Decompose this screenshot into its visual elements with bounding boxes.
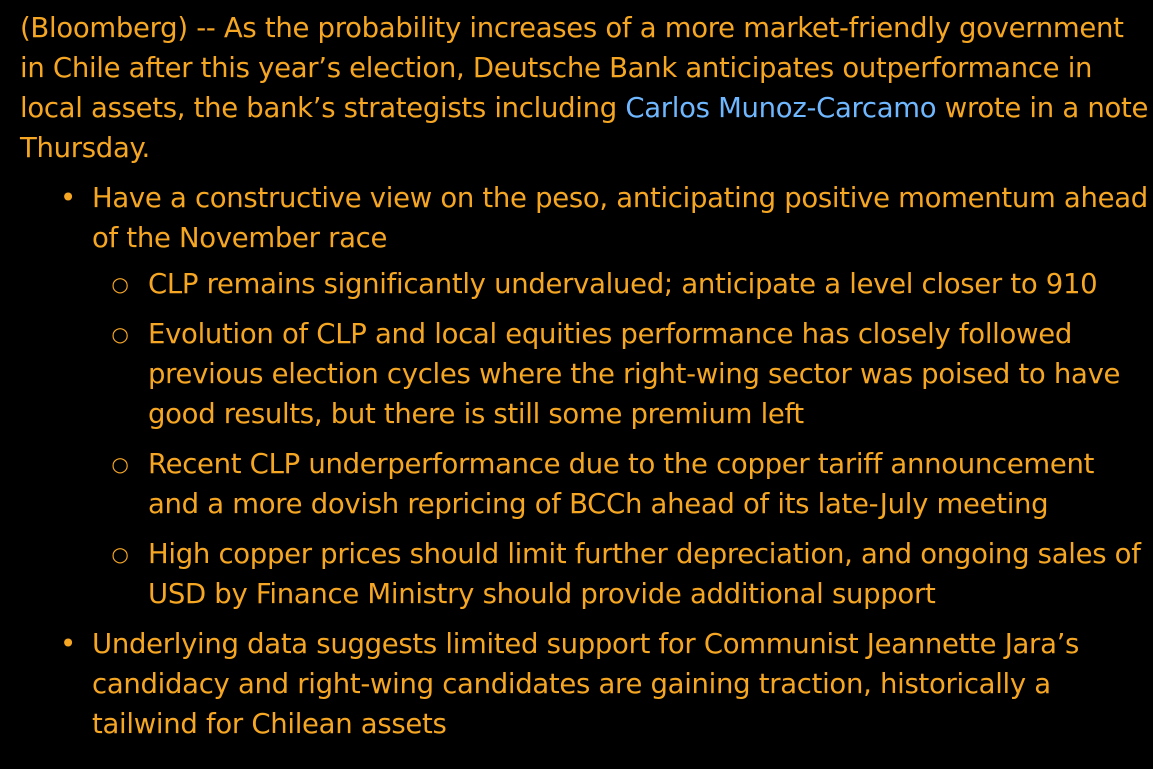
sub-bullet-text: Evolution of CLP and local equities perf… [148,318,1121,430]
sub-bullet-item: ○ Recent CLP underperformance due to the… [92,444,1153,524]
bullet-text: Have a constructive view on the peso, an… [92,182,1148,254]
sub-bullet-text: Recent CLP underperformance due to the c… [148,448,1095,520]
bullet-list: • Have a constructive view on the peso, … [20,178,1153,744]
sub-bullet-item: ○ High copper prices should limit furthe… [92,534,1153,614]
intro-paragraph: (Bloomberg) -- As the probability increa… [20,8,1153,168]
news-article: (Bloomberg) -- As the probability increa… [20,8,1153,744]
intro-text-before: (Bloomberg) -- As the probability increa… [20,12,1124,124]
sub-bullet-text: High copper prices should limit further … [148,538,1141,610]
bullet-dot-icon: • [60,182,76,214]
sub-bullet-text: CLP remains significantly undervalued; a… [148,268,1098,300]
sub-bullet-circle-icon: ○ [111,452,129,476]
sub-bullet-circle-icon: ○ [111,542,129,566]
sub-bullet-circle-icon: ○ [111,272,129,296]
sub-bullet-item: ○ Evolution of CLP and local equities pe… [92,314,1153,434]
bullet-text: Underlying data suggests limited support… [92,628,1080,740]
bullet-item-peso-view: • Have a constructive view on the peso, … [20,178,1153,614]
sub-bullet-item: ○ CLP remains significantly undervalued;… [92,264,1153,304]
author-link[interactable]: Carlos Munoz-Carcamo [625,92,937,124]
sub-bullet-circle-icon: ○ [111,322,129,346]
intro-text-after: wrote in a note Thursday. [20,92,1149,164]
bullet-dot-icon: • [60,628,76,660]
sub-bullet-list: ○ CLP remains significantly undervalued;… [92,264,1153,614]
bullet-item-underlying-data: • Underlying data suggests limited suppo… [20,624,1153,744]
